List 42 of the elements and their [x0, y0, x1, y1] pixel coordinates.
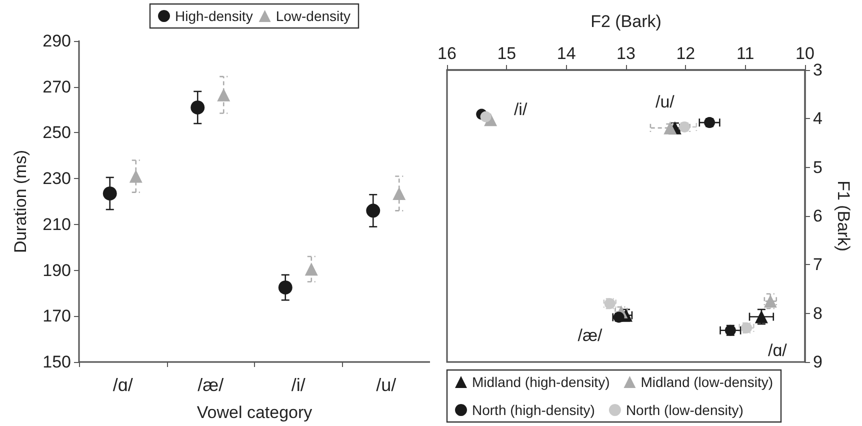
y-tick-label: 4 [813, 109, 822, 128]
x-tick-label: 14 [556, 44, 576, 63]
legend-label: North (low-density) [626, 402, 744, 418]
legend-label: Midland (high-density) [472, 374, 610, 390]
y-tick-label: 170 [42, 306, 71, 326]
x-tick-label: 12 [676, 44, 696, 63]
x-tick-label: 15 [497, 44, 516, 63]
x-tick-label: 13 [616, 44, 636, 63]
annotation: /ɑ/ [768, 341, 788, 360]
legend-label: High-density [175, 8, 253, 24]
y-axis-title: F1 (Bark) [834, 180, 853, 252]
legend-label: North (high-density) [472, 402, 595, 418]
annotation: /æ/ [578, 326, 603, 345]
x-tick-label: /ɑ/ [112, 375, 133, 395]
point [480, 111, 492, 122]
y-tick-label: 250 [42, 123, 71, 142]
y-tick-label: 6 [813, 206, 822, 226]
y-tick-label: 210 [42, 214, 71, 234]
x-tick-label: /i/ [291, 375, 306, 395]
y-tick-label: 9 [813, 352, 822, 372]
y-axis-title: Duration (ms) [11, 150, 30, 253]
y-tick-label: 5 [813, 158, 822, 177]
x-tick-label: 11 [736, 44, 754, 63]
legend-label: Midland (low-density) [640, 374, 774, 390]
x-axis-title: Vowel category [196, 403, 313, 422]
x-tick-label: 10 [796, 44, 814, 63]
y-tick-label: 150 [42, 352, 71, 372]
y-tick-label: 270 [42, 77, 71, 96]
y-tick-label: 290 [42, 32, 71, 50]
y-tick-label: 7 [813, 255, 822, 274]
x-axis-title: F2 (Bark) [590, 12, 662, 31]
x-tick-label: 16 [438, 44, 456, 63]
y-tick-label: 190 [42, 260, 71, 280]
x-tick-label: /u/ [376, 375, 396, 395]
point [664, 121, 677, 134]
legend-label: Low-density [276, 8, 351, 24]
y-tick-label: 3 [813, 60, 822, 80]
y-tick-label: 230 [42, 169, 71, 188]
y-tick-label: 8 [813, 304, 822, 323]
annotation: /i/ [514, 100, 528, 120]
annotation: /u/ [655, 92, 675, 112]
x-tick-label: /æ/ [198, 375, 224, 395]
